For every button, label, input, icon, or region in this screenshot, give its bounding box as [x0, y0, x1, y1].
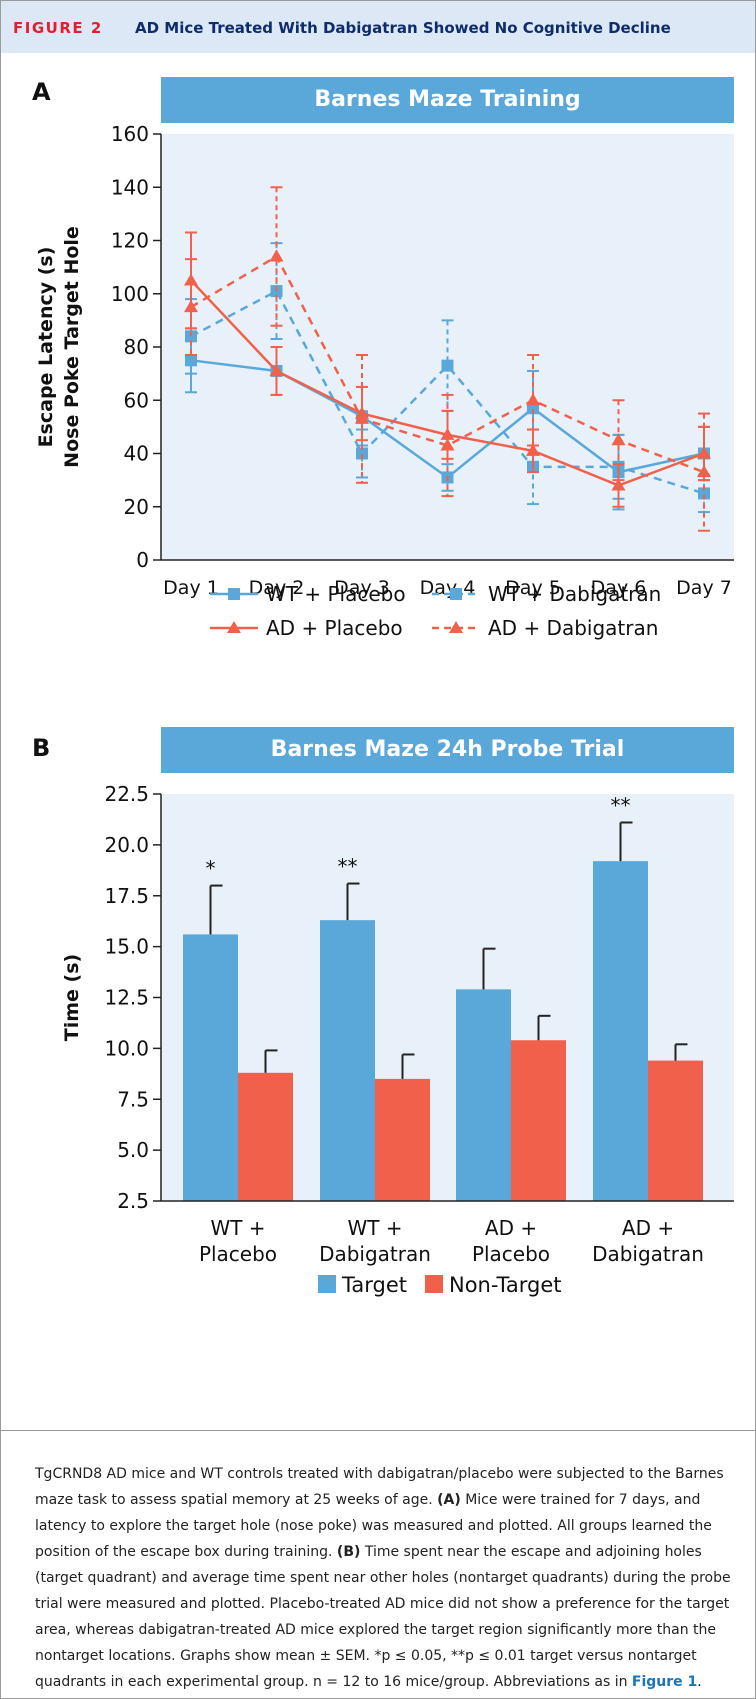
y-tick-label: 120: [111, 229, 149, 253]
legend-label: AD + Dabigatran: [488, 616, 658, 640]
y-tick-label: 160: [111, 122, 149, 146]
caption-text-1: TgCRND8 AD mice and WT controls treated …: [35, 1466, 724, 1508]
non-target-bar: [375, 1078, 430, 1201]
x-tick-label: Day 6: [591, 577, 647, 599]
legend-marker: [227, 621, 241, 633]
legend-label: Target: [341, 1273, 407, 1297]
non-target-bar: [511, 1040, 566, 1201]
caption-end: .: [697, 1674, 702, 1690]
figure-label: FIGURE 2: [13, 19, 103, 37]
x-tick-label-line2: Placebo: [472, 1242, 550, 1266]
x-tick-label-line2: Placebo: [199, 1242, 277, 1266]
x-tick-label: Day 4: [420, 577, 476, 599]
data-point: [269, 249, 284, 262]
data-point: [440, 438, 455, 451]
data-point: [526, 393, 540, 406]
panel-a-banner: Barnes Maze Training: [161, 77, 734, 123]
legend-marker: [449, 621, 463, 633]
y-tick-label: 60: [124, 388, 149, 412]
data-point: [611, 478, 626, 491]
legend-label: AD + Placebo: [266, 616, 403, 640]
data-point: [611, 433, 626, 446]
y-tick-label: 20: [124, 495, 149, 519]
y-tick-label: 15.0: [104, 935, 149, 959]
legend-marker: [450, 588, 462, 600]
data-point: [185, 330, 197, 343]
panel-b-banner: Barnes Maze 24h Probe Trial: [161, 727, 734, 773]
data-point: [355, 411, 369, 424]
training-line-chart: 0 20 40 60 80 100 120 140 160 Day 1 Day 2 Day 3 Day …: [35, 122, 734, 640]
panel-b-letter: B: [32, 734, 51, 762]
y-tick-label: 17.5: [104, 884, 149, 908]
y-tick-label: 10.0: [104, 1036, 149, 1060]
data-point: [697, 465, 711, 478]
y-tick-label: 7.5: [117, 1087, 149, 1111]
x-tick-label-line2: Dabigatran: [592, 1242, 704, 1266]
caption-label-b: (B): [336, 1544, 361, 1560]
legend-marker: [228, 588, 240, 600]
x-tick-label: Day 1: [163, 577, 219, 599]
caption-text-2: Mice were trained for 7 days, and latenc…: [35, 1492, 712, 1560]
data-point: [698, 487, 710, 500]
data-point: [269, 363, 284, 376]
legend-swatch: [425, 1275, 443, 1293]
probe-trial-bar-chart: 2.55.07.510.012.515.017.520.022.5*WT +Pl…: [61, 782, 734, 1297]
figure-1-link[interactable]: Figure 1: [631, 1674, 698, 1690]
legend-label: WT + Dabigatran: [488, 582, 661, 606]
figure-title: AD Mice Treated With Dabigatran Showed N…: [135, 19, 671, 37]
y-tick-label: 40: [124, 442, 149, 466]
y-axis-label: Time (s): [61, 954, 83, 1041]
target-bar: [593, 861, 648, 1201]
data-point: [526, 443, 540, 456]
caption-divider: [1, 1430, 755, 1431]
x-tick-label: Day 2: [249, 577, 305, 599]
y-tick-label: 100: [111, 282, 149, 306]
target-bar: [183, 934, 238, 1201]
x-tick-label-line1: WT +: [347, 1216, 402, 1240]
caption-text-3: Time spent near the escape and adjoining…: [35, 1544, 731, 1690]
y-tick-label: 2.5: [117, 1189, 149, 1213]
x-tick-label: Day 5: [505, 577, 561, 599]
x-tick-label-line2: Dabigatran: [319, 1242, 431, 1266]
y-tick-label: 5.0: [117, 1138, 149, 1162]
significance-marker: **: [338, 855, 358, 879]
y-tick-label: 80: [124, 335, 149, 359]
y-tick-label: 22.5: [104, 782, 149, 806]
data-point: [356, 447, 368, 460]
data-point: [184, 300, 198, 313]
non-target-bar: [648, 1060, 703, 1201]
data-point: [441, 359, 454, 372]
y-tick-label: 20.0: [104, 833, 149, 857]
x-tick-label-line1: AD +: [485, 1216, 537, 1240]
caption-label-a: (A): [437, 1492, 461, 1508]
significance-marker: *: [206, 857, 216, 881]
data-point: [185, 354, 197, 367]
x-tick-label-line1: AD +: [622, 1216, 674, 1240]
panel-a-letter: A: [32, 78, 51, 106]
figure-header: FIGURE 2 AD Mice Treated With Dabigatran…: [1, 1, 755, 53]
x-tick-label-line1: WT +: [210, 1216, 265, 1240]
target-bar: [320, 920, 375, 1201]
y-axis-label-line2: Nose Poke Target Hole: [61, 226, 83, 468]
figure-caption: TgCRND8 AD mice and WT controls treated …: [35, 1461, 735, 1695]
significance-marker: **: [611, 793, 631, 817]
x-tick-label: Day 7: [676, 577, 732, 599]
y-tick-label: 0: [136, 548, 149, 572]
y-tick-label: 12.5: [104, 986, 149, 1010]
non-target-bar: [238, 1072, 293, 1201]
legend-swatch: [318, 1275, 336, 1293]
y-axis-label-line1: Escape Latency (s): [35, 247, 57, 448]
legend-label: WT + Placebo: [266, 582, 406, 606]
target-bar: [456, 989, 511, 1201]
legend-label: Non-Target: [449, 1273, 562, 1297]
y-tick-label: 140: [111, 175, 149, 199]
x-tick-label: Day 3: [334, 577, 390, 599]
